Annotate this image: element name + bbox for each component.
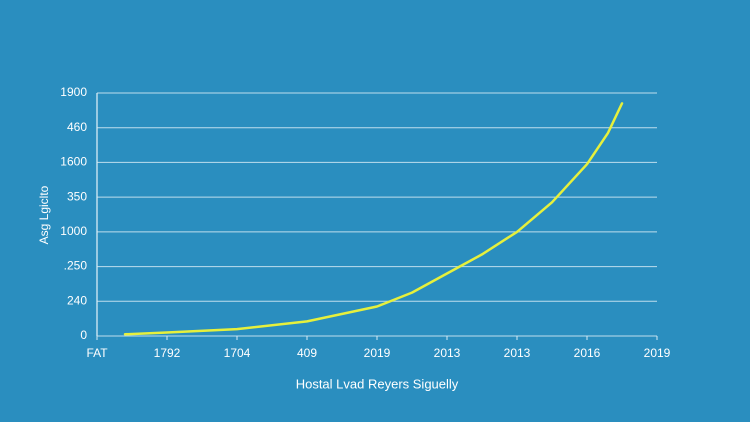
y-tick-label: 1900 [60,85,87,99]
x-tick-label: 1792 [154,346,181,360]
y-tick-label: 460 [67,120,87,134]
x-tick-label: 409 [297,346,317,360]
y-tick-label: .250 [64,259,88,273]
x-axis-label: Hostal Lvad Reyers Siguelly [296,376,459,391]
x-tick-label: 1704 [224,346,251,360]
x-tick-label: 2013 [504,346,531,360]
y-tick-label: 240 [67,293,87,307]
y-tick-label: 350 [67,189,87,203]
x-tick-label: 2019 [644,346,671,360]
data-line [123,102,624,336]
y-tick-label: 0 [80,328,87,342]
x-tick-label: FAT [86,346,108,360]
y-axis-label: Asg Lgiclto [37,185,51,244]
x-tick-label: 2013 [434,346,461,360]
y-tick-label: 1000 [60,224,87,238]
x-tick-label: 2016 [574,346,601,360]
y-tick-label: 1600 [60,155,87,169]
x-tick-label: 2019 [364,346,391,360]
